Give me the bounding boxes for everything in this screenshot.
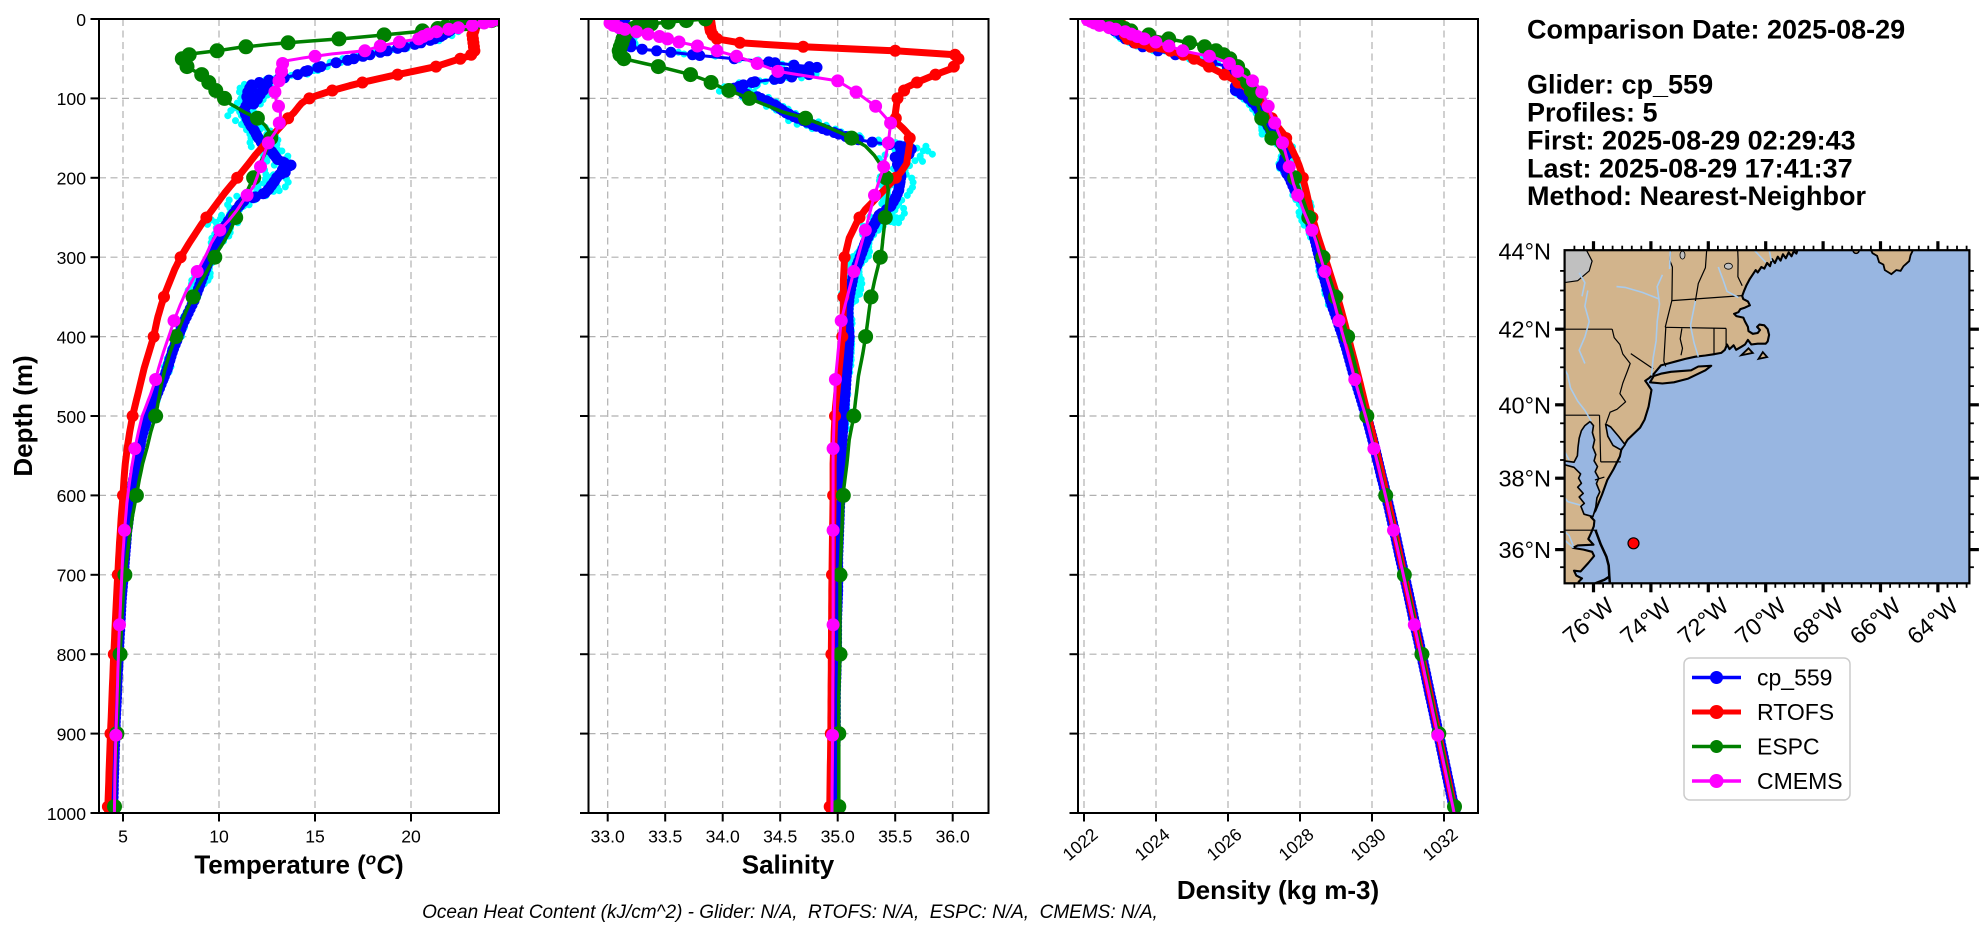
svg-text:CMEMS: CMEMS (1757, 768, 1843, 794)
svg-text:ESPC: ESPC (1757, 734, 1820, 760)
svg-text:600: 600 (57, 486, 87, 506)
svg-text:cp_559: cp_559 (1757, 665, 1832, 691)
svg-text:42°N: 42°N (1498, 317, 1551, 343)
svg-text:38°N: 38°N (1498, 466, 1551, 492)
svg-text:36°N: 36°N (1498, 537, 1551, 563)
svg-text:RTOFS: RTOFS (1757, 699, 1834, 725)
svg-text:Method: Nearest-Neighbor: Method: Nearest-Neighbor (1527, 181, 1867, 211)
svg-text:44°N: 44°N (1498, 239, 1551, 265)
svg-text:35.5: 35.5 (878, 827, 912, 847)
svg-text:Profiles: 5: Profiles: 5 (1527, 98, 1658, 128)
svg-text:5: 5 (118, 827, 128, 847)
svg-text:15: 15 (305, 827, 325, 847)
svg-text:36.0: 36.0 (936, 827, 970, 847)
svg-text:35.0: 35.0 (821, 827, 855, 847)
svg-text:20: 20 (401, 827, 421, 847)
svg-text:Depth (m): Depth (m) (8, 355, 38, 476)
svg-text:Density (kg m-3): Density (kg m-3) (1177, 875, 1379, 905)
svg-text:34.5: 34.5 (763, 827, 797, 847)
svg-text:34.0: 34.0 (706, 827, 740, 847)
svg-text:1000: 1000 (47, 804, 86, 824)
svg-text:33.0: 33.0 (591, 827, 625, 847)
svg-text:Ocean Heat Content (kJ/cm^2) -: Ocean Heat Content (kJ/cm^2) - Glider: N… (422, 902, 1158, 923)
svg-text:33.5: 33.5 (648, 827, 682, 847)
svg-text:Salinity: Salinity (742, 850, 835, 880)
svg-text:Last: 2025-08-29 17:41:37: Last: 2025-08-29 17:41:37 (1527, 154, 1853, 184)
svg-text:300: 300 (57, 248, 87, 268)
svg-text:40°N: 40°N (1498, 392, 1551, 418)
svg-text:10: 10 (209, 827, 229, 847)
svg-text:200: 200 (57, 169, 87, 189)
svg-text:Temperature (oC): Temperature (oC) (194, 850, 403, 880)
svg-text:900: 900 (57, 724, 87, 744)
svg-text:Glider: cp_559: Glider: cp_559 (1527, 70, 1713, 100)
svg-text:800: 800 (57, 645, 87, 665)
svg-text:First: 2025-08-29 02:29:43: First: 2025-08-29 02:29:43 (1527, 125, 1856, 155)
svg-text:100: 100 (57, 89, 87, 109)
svg-text:400: 400 (57, 327, 87, 347)
svg-text:Comparison Date: 2025-08-29: Comparison Date: 2025-08-29 (1527, 15, 1905, 45)
svg-text:500: 500 (57, 407, 87, 427)
svg-text:700: 700 (57, 566, 87, 586)
svg-text:0: 0 (76, 10, 86, 30)
